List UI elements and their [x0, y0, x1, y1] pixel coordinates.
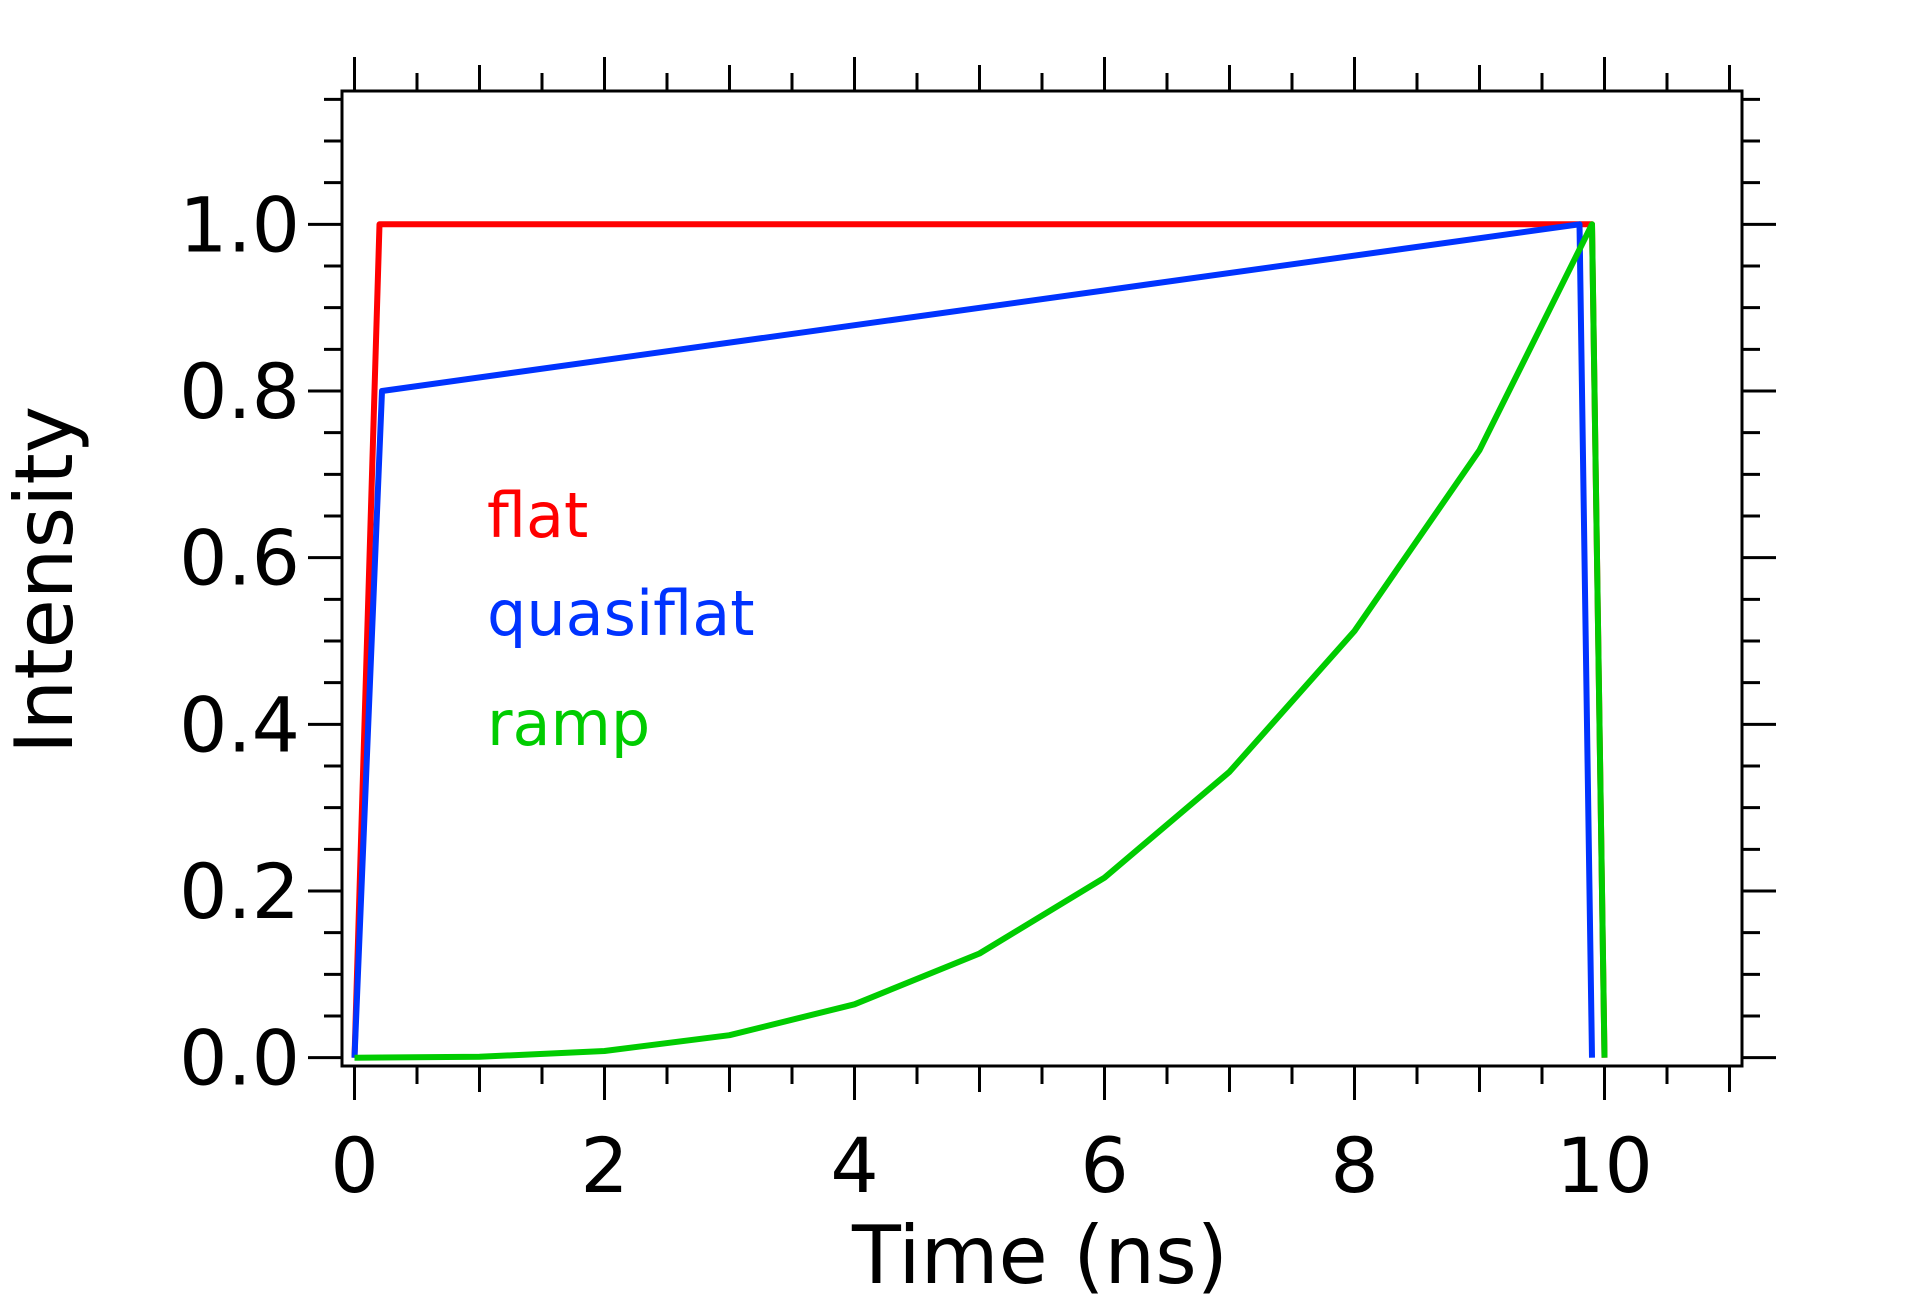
x-tick-label: 8 [1330, 1121, 1378, 1210]
y-tick-label: 0.6 [179, 514, 300, 603]
x-axis-title: Time (ns) [851, 1209, 1228, 1302]
x-tick-label: 4 [830, 1121, 878, 1210]
legend-label-quasiflat: quasiflat [487, 577, 755, 650]
plot-frame [340, 89, 1744, 1068]
x-tick-label: 0 [330, 1121, 378, 1210]
legend: flat quasiflat ramp [487, 479, 755, 760]
labels-layer: 0 2 4 6 8 10 0.0 0.2 0.4 0.6 0.8 1.0 [179, 180, 1653, 1210]
legend-label-ramp: ramp [487, 687, 650, 760]
y-tick-label: 0.0 [179, 1014, 300, 1103]
y-tick-label: 0.8 [179, 347, 300, 436]
ticks-layer [308, 57, 1776, 1100]
x-tick-label: 10 [1556, 1121, 1653, 1210]
y-axis-title: Intensity [0, 406, 91, 754]
x-tick-label: 2 [580, 1121, 628, 1210]
y-tick-label: 0.4 [179, 680, 300, 769]
y-tick-label: 1.0 [179, 180, 300, 269]
y-tick-label: 0.2 [179, 847, 300, 936]
x-tick-label: 6 [1080, 1121, 1128, 1210]
legend-label-flat: flat [487, 479, 588, 552]
series-line-ramp [354, 221, 1608, 1061]
series-line-quasiflat [351, 221, 1595, 1058]
series-layer [351, 221, 1608, 1061]
